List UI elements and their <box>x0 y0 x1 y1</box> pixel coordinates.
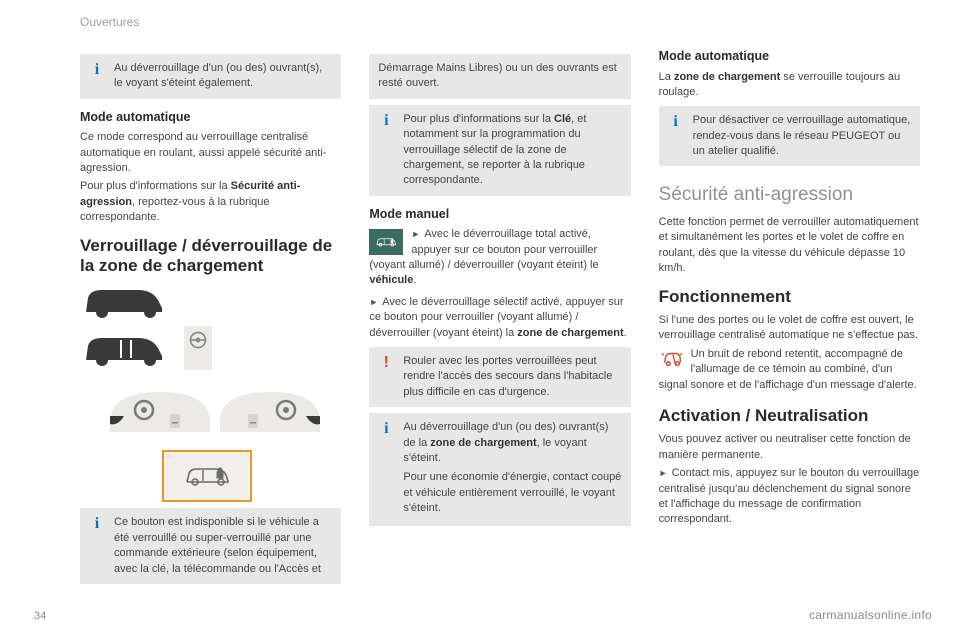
bullet-arrow <box>659 467 672 479</box>
text: Avec le déverrouillage total activé, app… <box>369 228 598 271</box>
info-text-continued: Pour une économie d'énergie, contact cou… <box>403 470 621 516</box>
warning-box-locked-doors: ! Rouler avec les portes verrouillées pe… <box>369 347 630 407</box>
text-bold: véhicule <box>369 274 413 286</box>
info-text: Pour plus d'informations sur la Clé, et … <box>403 113 586 187</box>
text: Pour plus d'informations sur la <box>403 113 554 125</box>
info-text: Au déverrouillage d'un (ou des) ouvrant(… <box>114 62 322 89</box>
paragraph-with-button-icon: Avec le déverrouillage total activé, app… <box>369 227 630 292</box>
info-icon: i <box>88 515 106 533</box>
van-silhouette-door-icon <box>80 330 166 370</box>
van-silhouette-icon <box>80 282 166 322</box>
page-header: Ouvertures <box>80 14 139 31</box>
warning-icon: ! <box>377 354 395 372</box>
paragraph: Un bruit de rebond retentit, accompagné … <box>659 347 920 393</box>
text: La <box>659 71 674 83</box>
text: Contact mis, appuyez sur le bouton du ve… <box>659 467 920 525</box>
paragraph: Vous pouvez activer ou neutraliser cette… <box>659 432 920 463</box>
text-bold: Clé <box>554 113 571 125</box>
paragraph: Cette fonction permet de verrouiller aut… <box>659 215 920 277</box>
heading-securite-anti-agression: Sécurité anti-agression <box>659 182 920 209</box>
heading-mode-automatique: Mode automatique <box>659 48 920 66</box>
text: . <box>413 274 416 286</box>
paragraph-with-car-icon: Un bruit de rebond retentit, accompagné … <box>659 347 920 396</box>
text-bold: zone de chargement <box>674 71 780 83</box>
info-icon: i <box>88 61 106 79</box>
info-text: Pour désactiver ce verrouillage automati… <box>693 114 911 157</box>
column-3: Mode automatique La zone de chargement s… <box>659 48 920 596</box>
info-text: Au déverrouillage d'un (ou des) ouvrant(… <box>403 421 608 464</box>
paragraph: Si l'une des portes ou le volet de coffr… <box>659 313 920 344</box>
page-number: 34 <box>34 609 46 624</box>
paragraph: Avec le déverrouillage sélectif activé, … <box>369 295 630 341</box>
car-door-warning-icon <box>659 347 685 371</box>
text-bold: zone de chargement <box>430 437 536 449</box>
content-columns: i Au déverrouillage d'un (ou des) ouvran… <box>80 48 920 596</box>
paragraph: Ce mode correspond au verrouillage centr… <box>80 130 341 176</box>
info-box-button-unavailable: i Ce bouton est indisponible si le véhic… <box>80 508 341 584</box>
info-box-unlock-indicator: i Au déverrouillage d'un (ou des) ouvran… <box>80 54 341 99</box>
info-text: Démarrage Mains Libres) ou un des ouvran… <box>378 62 616 89</box>
info-text: Ce bouton est indisponible si le véhicul… <box>114 516 321 574</box>
paragraph: Pour plus d'informations sur la Sécurité… <box>80 179 341 225</box>
info-icon: i <box>377 112 395 130</box>
info-box-key-programming: i Pour plus d'informations sur la Clé, e… <box>369 105 630 196</box>
info-box-continuation: Démarrage Mains Libres) ou un des ouvran… <box>369 54 630 99</box>
column-1: i Au déverrouillage d'un (ou des) ouvran… <box>80 48 341 596</box>
bullet-arrow <box>411 228 424 240</box>
lock-button-icon <box>369 229 403 255</box>
paragraph: Contact mis, appuyez sur le bouton du ve… <box>659 466 920 528</box>
column-2: Démarrage Mains Libres) ou un des ouvran… <box>369 48 630 596</box>
text-bold: zone de chargement <box>517 327 623 339</box>
heading-fonctionnement: Fonctionnement <box>659 287 920 307</box>
steering-wheel-panel-icon <box>184 326 212 370</box>
info-icon: i <box>377 420 395 438</box>
dashboard-right-icon <box>220 382 320 442</box>
heading-mode-automatique: Mode automatique <box>80 109 341 127</box>
heading-mode-manuel: Mode manuel <box>369 206 630 224</box>
info-box-deactivate: i Pour désactiver ce verrouillage automa… <box>659 106 920 166</box>
dashboard-left-icon <box>110 382 210 442</box>
text: . <box>624 327 627 339</box>
lock-button-highlight <box>162 450 252 502</box>
warning-text: Rouler avec les portes verrouillées peut… <box>403 355 612 398</box>
heading-activation: Activation / Neutralisation <box>659 406 920 426</box>
watermark: carmanualsonline.info <box>809 607 932 624</box>
info-icon: i <box>667 113 685 131</box>
illustration-lock-zone <box>80 282 341 502</box>
paragraph: La zone de chargement se verrouille touj… <box>659 70 920 101</box>
text: Pour plus d'informations sur la <box>80 180 231 192</box>
heading-lock-unlock-zone: Verrouillage / déverrouillage de la zone… <box>80 236 341 277</box>
info-box-unlock-loadzone: i Au déverrouillage d'un (ou des) ouvran… <box>369 413 630 526</box>
bullet-arrow <box>369 296 382 308</box>
